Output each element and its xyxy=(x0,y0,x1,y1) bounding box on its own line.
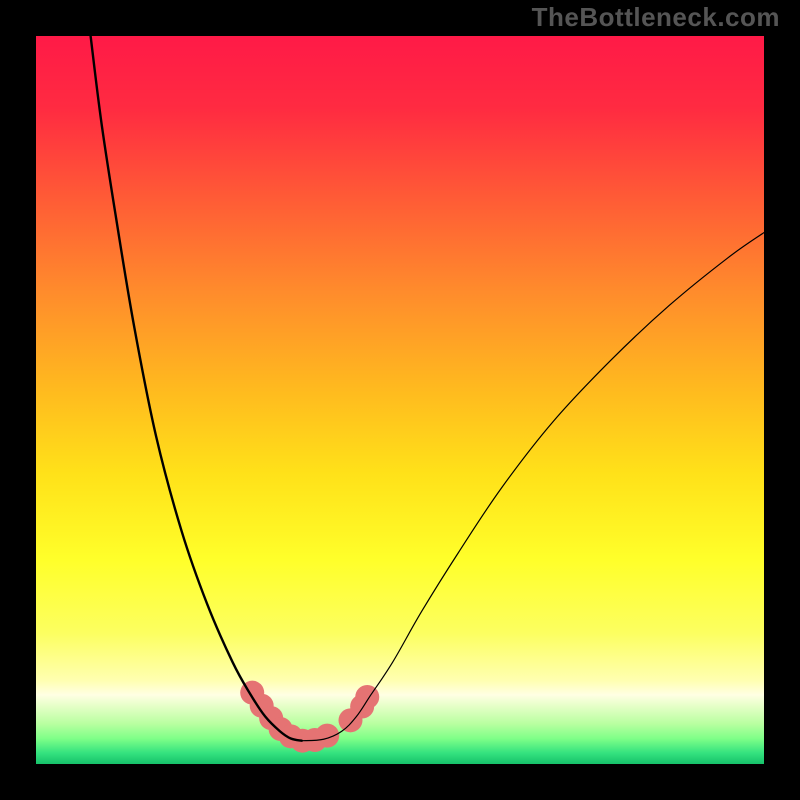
bottleneck-chart xyxy=(0,0,800,800)
highlight-dot xyxy=(315,724,339,748)
chart-gradient-background xyxy=(36,36,764,764)
watermark-text: TheBottleneck.com xyxy=(532,2,780,33)
